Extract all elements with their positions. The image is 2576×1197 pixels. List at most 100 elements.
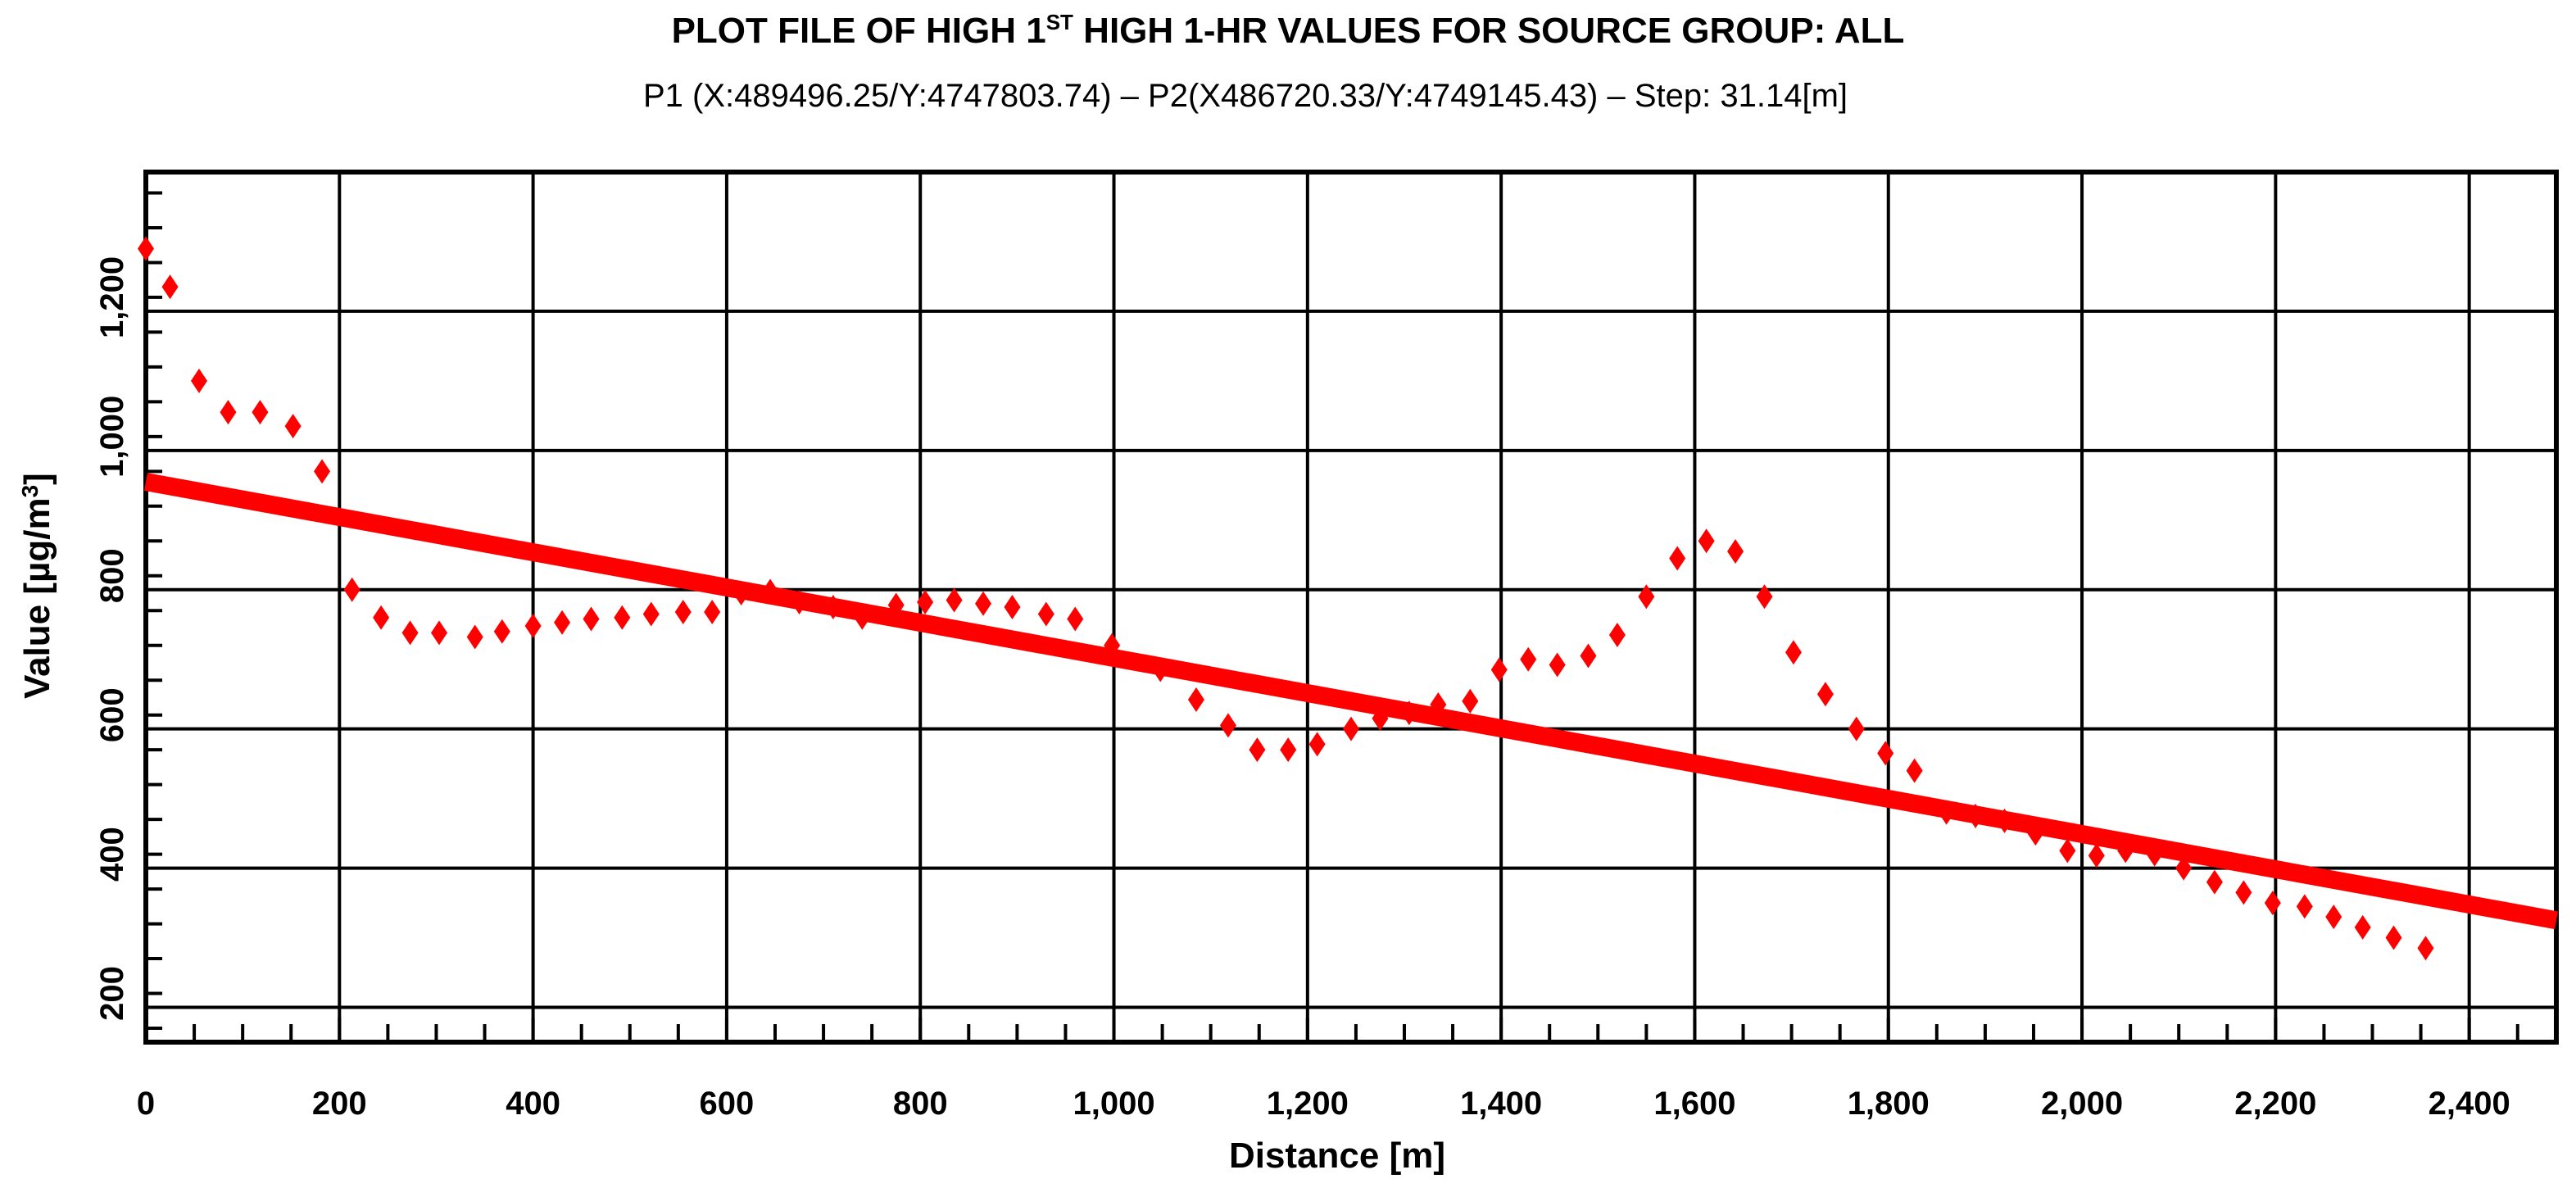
data-point (343, 577, 361, 602)
data-point (1785, 640, 1802, 665)
y-tick-label: 800 (94, 548, 130, 603)
data-point (1490, 657, 1508, 682)
data-point (975, 591, 992, 616)
y-axis-label-superscript: 3 (17, 485, 43, 498)
data-point (1187, 687, 1204, 712)
data-point (1520, 646, 1537, 672)
y-axis-label-close: ] (17, 473, 57, 485)
data-point (1004, 595, 1021, 619)
data-point (1549, 652, 1566, 678)
data-point (1580, 643, 1597, 669)
data-point (1400, 701, 1417, 726)
data-point (1462, 688, 1479, 714)
data-point (1996, 808, 2013, 833)
x-tick-label: 1,200 (1267, 1086, 1349, 1122)
y-tick-label: 200 (94, 966, 130, 1021)
data-point (2296, 894, 2313, 919)
x-tick-label: 1,800 (1848, 1086, 1930, 1122)
data-point (252, 400, 269, 425)
x-tick-label: 0 (137, 1086, 155, 1122)
data-point (2264, 891, 2281, 916)
data-point (2175, 855, 2193, 881)
data-point (732, 581, 750, 606)
y-axis-label-text: Value [µg/m (17, 497, 57, 698)
data-point (2325, 905, 2342, 930)
data-point (1906, 758, 1923, 783)
data-point (946, 587, 963, 613)
plot-area: 0 200 400 600 800 1,000 1,200 1,400 1,600 1,800 2,… (94, 170, 2559, 1122)
data-point (762, 578, 779, 604)
y-tick-label: 1,000 (94, 396, 130, 478)
x-axis-label: Distance [m] (1229, 1136, 1445, 1176)
data-point (220, 400, 237, 425)
y-axis-label: Value [µg/m3] (17, 473, 57, 699)
data-point (1343, 716, 1359, 741)
data-point (161, 274, 179, 300)
data-point (2206, 869, 2223, 895)
data-point (554, 610, 571, 635)
data-point (1877, 741, 1894, 766)
x-tick-label: 800 (893, 1086, 948, 1122)
data-point (1608, 622, 1626, 647)
data-point (1308, 732, 1326, 757)
data-point (674, 599, 692, 624)
y-tick-label: 1,200 (94, 256, 130, 338)
data-point (917, 590, 934, 615)
data-point (1104, 633, 1121, 658)
x-tick-label: 2,000 (2041, 1086, 2123, 1122)
data-point (1698, 528, 1715, 554)
data-point (1816, 682, 1834, 707)
x-tick-label: 200 (312, 1086, 367, 1122)
chart-title-superscript: ST (1046, 10, 1073, 34)
data-point (1219, 713, 1236, 738)
data-point (1037, 601, 1054, 627)
data-point (138, 236, 154, 261)
data-point (466, 624, 483, 650)
data-point (791, 590, 808, 615)
data-point (2146, 841, 2163, 867)
data-point (2235, 880, 2252, 905)
data-point (1669, 546, 1686, 571)
data-point (2354, 914, 2371, 940)
data-point (2088, 843, 2105, 868)
data-point (2117, 838, 2134, 864)
x-tick-label: 400 (506, 1086, 560, 1122)
data-point (524, 613, 542, 638)
x-tick-label: 2,400 (2429, 1086, 2510, 1122)
data-point (373, 605, 390, 630)
x-tick-label: 2,200 (2234, 1086, 2316, 1122)
data-point (2385, 925, 2402, 950)
data-point (1249, 737, 1266, 763)
x-tick-label: 1,600 (1653, 1086, 1735, 1122)
data-point (887, 592, 905, 618)
data-point (493, 619, 510, 644)
chart-title-part1: PLOT FILE OF HIGH 1 (672, 11, 1046, 51)
data-point (401, 620, 419, 646)
data-point (2059, 838, 2076, 864)
data-point (1067, 606, 1084, 632)
data-point (854, 605, 871, 630)
data-point (1848, 716, 1865, 741)
data-point (1967, 803, 1984, 828)
data-point (190, 368, 207, 393)
data-point (1727, 539, 1744, 564)
data-point (314, 459, 331, 484)
data-point (614, 605, 631, 630)
data-point (1152, 657, 1169, 682)
data-point (1372, 705, 1389, 731)
data-point (2027, 821, 2044, 846)
data-point (704, 599, 721, 624)
x-tick-label: 600 (700, 1086, 755, 1122)
x-tick-label: 1,000 (1073, 1086, 1154, 1122)
chart-title-part2: HIGH 1-HR VALUES FOR SOURCE GROUP: ALL (1073, 11, 1904, 51)
data-point (1430, 691, 1447, 717)
data-point (1938, 800, 1955, 825)
data-point (2417, 936, 2434, 961)
data-point (431, 620, 448, 646)
data-point (1280, 737, 1297, 763)
data-point (824, 595, 841, 619)
data-point (1638, 584, 1655, 610)
trend-line (144, 473, 2558, 930)
chart-subtitle: P1 (X:489496.25/Y:4747803.74) – P2(X4867… (643, 78, 1848, 114)
chart-title: PLOT FILE OF HIGH 1ST HIGH 1-HR VALUES F… (672, 10, 1905, 51)
